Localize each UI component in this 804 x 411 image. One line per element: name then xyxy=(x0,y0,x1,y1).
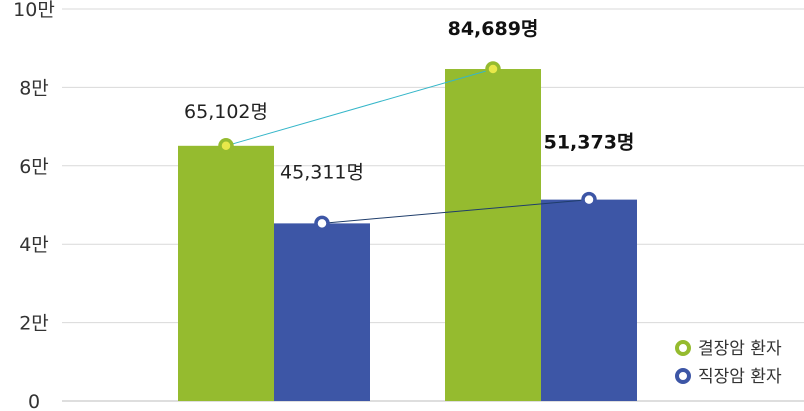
marker-rectal-0 xyxy=(314,215,330,232)
data-label-colon-1: 84,689명 xyxy=(448,18,539,40)
y-tick-label: 8만 xyxy=(19,77,49,99)
y-axis-ticks: 0 2만 4만 6만 8만 10만 xyxy=(13,0,55,411)
y-tick-label: 2만 xyxy=(19,313,49,335)
trend-lines xyxy=(225,68,590,224)
marker-rectal-1 xyxy=(581,191,597,208)
bars xyxy=(178,69,637,402)
marker-colon-0 xyxy=(218,138,234,154)
bar-colon-0 xyxy=(178,145,274,401)
legend-item-colon: 결장암 환자 xyxy=(675,339,782,359)
legend: 결장암 환자 직장암 환자 xyxy=(675,339,782,387)
legend-label-colon: 결장암 환자 xyxy=(698,339,782,359)
bar-rectal-1 xyxy=(541,199,637,401)
point-markers xyxy=(218,61,597,232)
y-tick-label: 10만 xyxy=(13,0,55,21)
legend-marker-rectal xyxy=(675,368,691,384)
trend-line-rectal xyxy=(321,199,590,224)
legend-marker-colon xyxy=(675,340,691,356)
data-label-colon-0: 65,102명 xyxy=(184,101,268,123)
y-tick-label: 4만 xyxy=(19,234,49,256)
y-tick-label: 0 xyxy=(28,391,40,411)
bar-colon-1 xyxy=(445,69,541,402)
data-label-rectal-1: 51,373명 xyxy=(544,132,635,154)
gridlines xyxy=(62,8,804,402)
y-tick-label: 6만 xyxy=(19,156,49,178)
trend-line-colon xyxy=(225,68,494,147)
bar-rectal-0 xyxy=(274,223,370,401)
legend-label-rectal: 직장암 환자 xyxy=(698,367,782,387)
legend-item-rectal: 직장암 환자 xyxy=(675,367,782,387)
data-label-rectal-0: 45,311명 xyxy=(280,161,364,183)
data-labels: 65,102명 84,689명 45,311명 51,373명 xyxy=(184,18,634,183)
marker-colon-1 xyxy=(485,61,501,77)
